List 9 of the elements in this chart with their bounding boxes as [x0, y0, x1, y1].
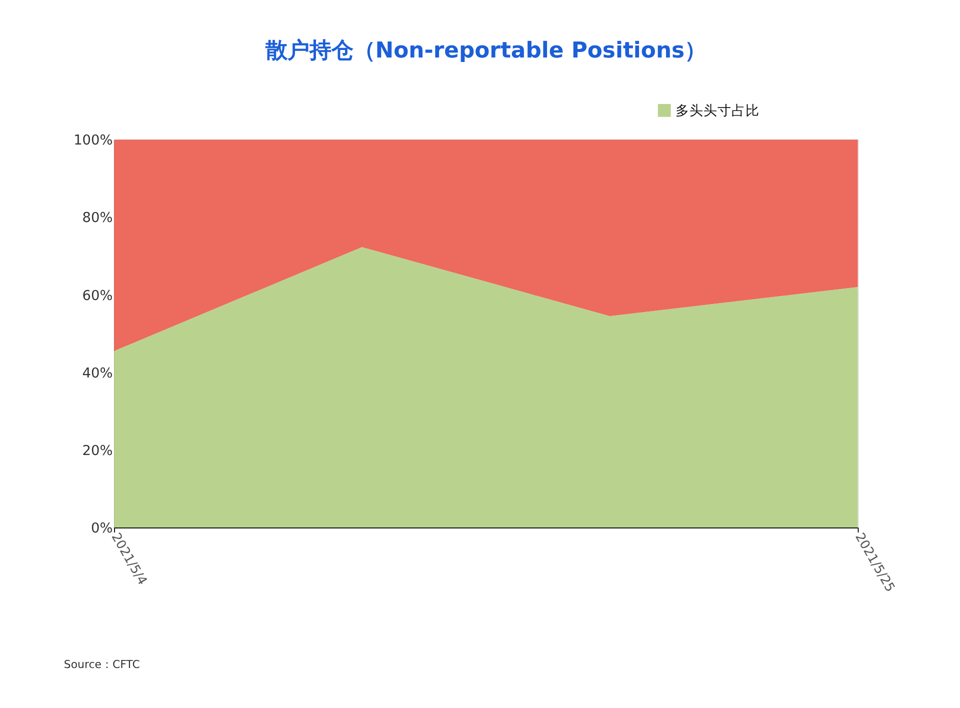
y-tick-label: 80% — [82, 210, 113, 226]
legend-label: 多头头寸占比 — [675, 103, 760, 119]
y-tick-label: 20% — [82, 442, 113, 459]
y-tick-label: 60% — [82, 288, 113, 304]
source-note: Source：CFTC — [64, 658, 140, 672]
chart-title: 散户持仓（Non-reportable Positions） — [264, 38, 707, 64]
y-tick-label: 0% — [90, 520, 113, 536]
y-tick-label: 40% — [82, 365, 113, 382]
y-tick-label: 100% — [74, 132, 113, 149]
